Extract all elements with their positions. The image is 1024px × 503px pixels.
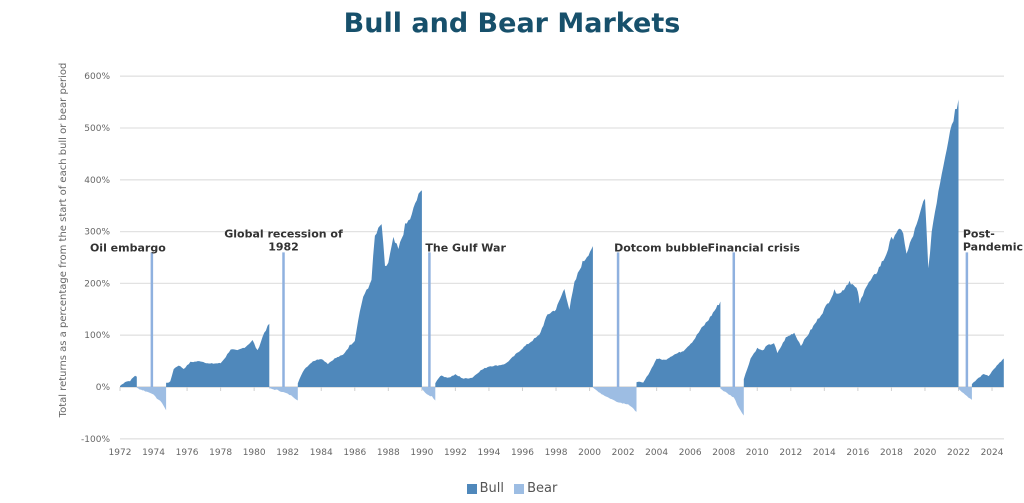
y-tick-label: 400% <box>84 176 110 186</box>
x-tick-label: 2000 <box>578 448 601 458</box>
x-tick-label: 1998 <box>545 448 568 458</box>
chart-title: Bull and Bear Markets <box>343 8 681 39</box>
annotation-label: Pandemic <box>963 240 1023 253</box>
y-tick-label: 100% <box>84 331 110 341</box>
x-tick-label: 1988 <box>377 448 400 458</box>
legend-item-bear: Bear <box>514 481 557 496</box>
annotation-label: Oil embargo <box>90 241 166 254</box>
bear-period-area <box>592 387 637 412</box>
annotation-label: 1982 <box>268 240 299 253</box>
annotation-label: Dotcom bubble <box>614 241 708 254</box>
x-tick-label: 2012 <box>779 448 802 458</box>
x-tick-label: 1980 <box>243 448 266 458</box>
y-tick-label: 600% <box>84 72 110 82</box>
legend-item-bull: Bull <box>466 481 504 496</box>
annotation-label: Global recession of <box>224 227 343 240</box>
bull-period-area <box>435 246 593 387</box>
x-tick-label: 2004 <box>645 448 668 458</box>
chart-plot: -100% 0% 100% 200% 300% 400% 500% 600% 1972 1974 1… <box>58 63 1023 458</box>
x-tick-label: 1990 <box>410 448 433 458</box>
legend: Bull Bear <box>0 481 1024 498</box>
bear-period-area <box>269 387 298 401</box>
x-tick-label: 1996 <box>511 448 534 458</box>
x-tick-label: 2008 <box>712 448 735 458</box>
y-tick-label: 0% <box>96 383 111 393</box>
bull-period-area <box>743 99 959 387</box>
bear-period-area <box>136 387 167 411</box>
legend-label-bear: Bear <box>527 481 558 496</box>
bear-period-area <box>421 387 436 401</box>
bull-period-area <box>120 375 137 387</box>
x-tick-label: 1986 <box>343 448 366 458</box>
annotation-label: Post- <box>963 227 995 240</box>
bear-period-area <box>720 387 744 416</box>
x-tick-label: 1978 <box>209 448 232 458</box>
bull-period-area <box>971 358 1004 387</box>
x-tick-label: 2018 <box>880 448 903 458</box>
x-tick-label: 2020 <box>914 448 937 458</box>
bear-swatch <box>514 483 525 494</box>
bull-swatch <box>466 483 477 494</box>
bull-period-area <box>636 301 721 387</box>
x-tick-label: 2016 <box>846 448 869 458</box>
x-tick-label: 2010 <box>746 448 769 458</box>
bull-period-area <box>166 323 270 387</box>
x-tick-label: 1972 <box>109 448 132 458</box>
y-tick-label: 500% <box>84 124 110 134</box>
x-tick-label: 2006 <box>679 448 702 458</box>
x-tick-label: 2024 <box>981 448 1004 458</box>
y-tick-label: 300% <box>84 228 110 238</box>
x-tick-label: 1976 <box>176 448 199 458</box>
y-axis-label: Total returns as a percentage from the s… <box>58 63 69 419</box>
bear-period-area <box>958 387 972 400</box>
x-tick-label: 1984 <box>310 448 333 458</box>
y-tick-label: 200% <box>84 279 110 289</box>
legend-label-bull: Bull <box>479 481 504 496</box>
y-tick-label: -100% <box>81 435 110 445</box>
x-tick-label: 2014 <box>813 448 836 458</box>
x-tick-label: 1982 <box>276 448 299 458</box>
x-tick-label: 1992 <box>444 448 467 458</box>
x-tick-label: 1994 <box>477 448 500 458</box>
annotation-label: Financial crisis <box>708 241 801 254</box>
bull-period-area <box>297 190 422 387</box>
x-tick-label: 1974 <box>142 448 165 458</box>
x-tick-label: 2022 <box>947 448 970 458</box>
annotation-label: The Gulf War <box>425 241 506 254</box>
x-tick-label: 2002 <box>612 448 635 458</box>
